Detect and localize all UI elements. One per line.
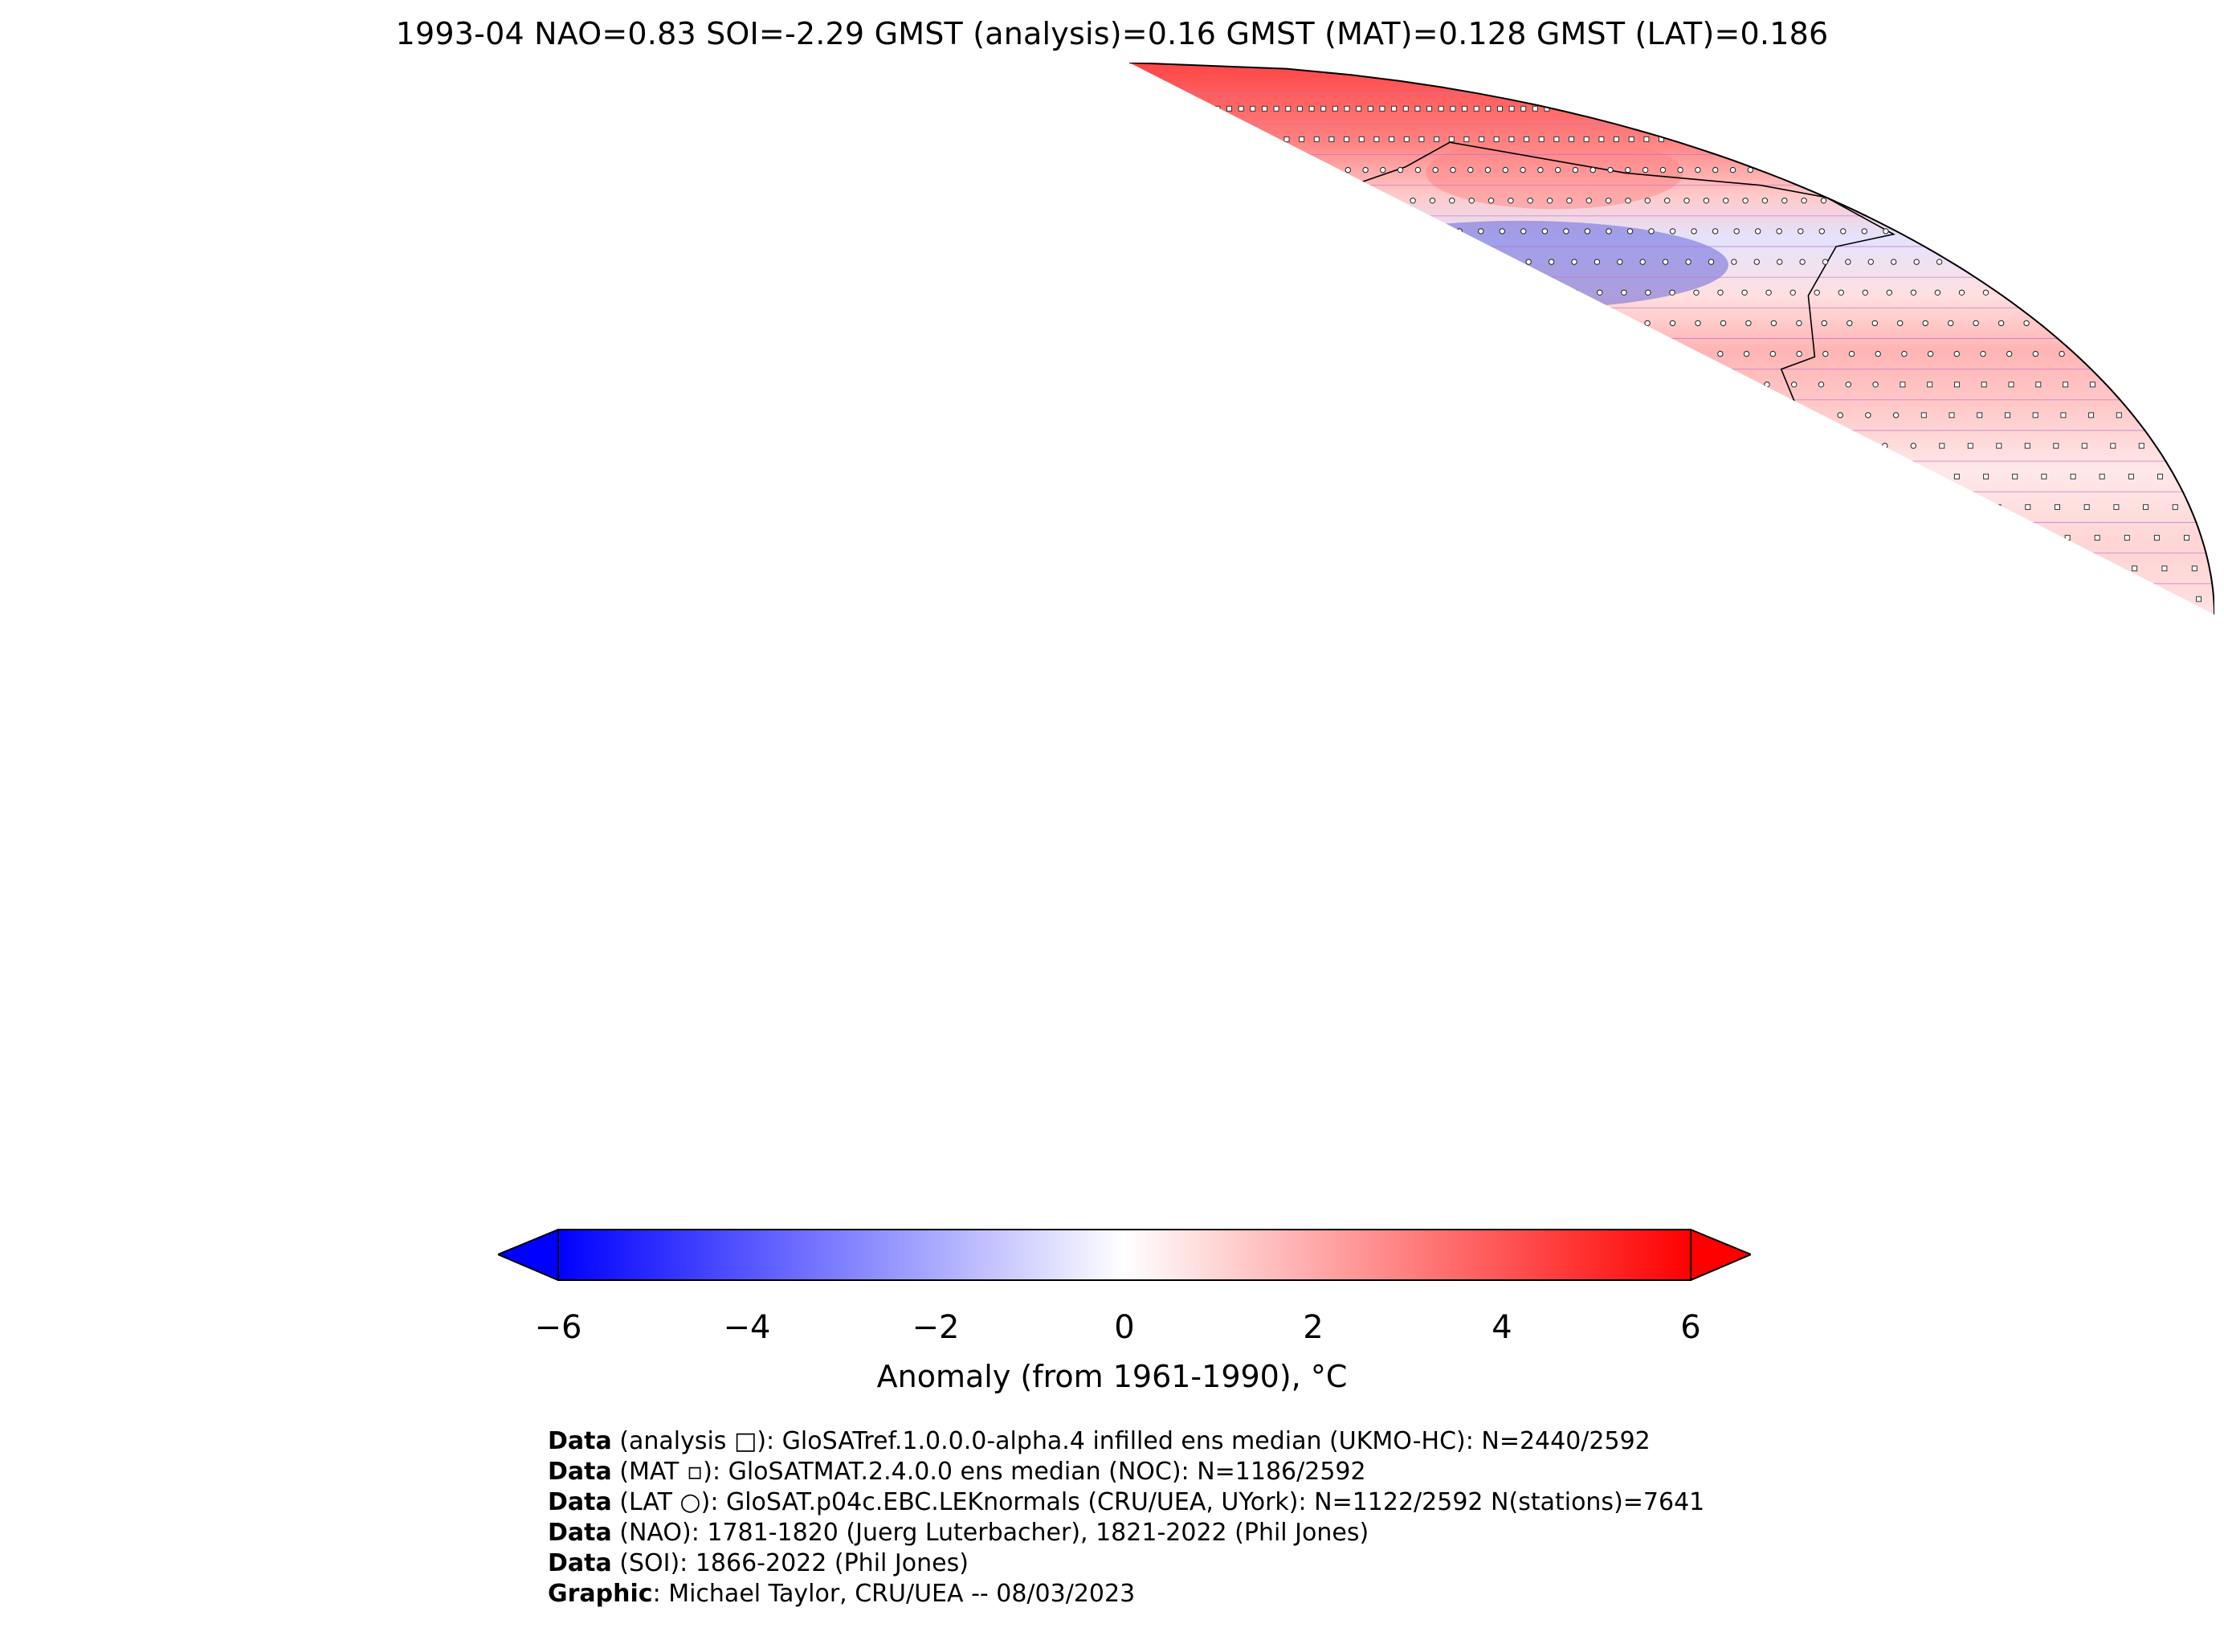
- credit-line: Data (MAT ▫): GloSATMAT.2.4.0.0 ens medi…: [548, 1457, 1704, 1487]
- credit-line: Graphic: Michael Taylor, CRU/UEA -- 08/0…: [548, 1579, 1704, 1609]
- colorbar-gradient: [557, 1229, 1691, 1281]
- credit-text: (LAT ○): GloSAT.p04c.EBC.LEKnormals (CRU…: [611, 1488, 1705, 1516]
- coastline-africa: [1129, 386, 1434, 548]
- credit-line: Data (SOI): 1866-2022 (Phil Jones): [548, 1548, 1704, 1579]
- antarctica-cold-east: [44, 1019, 253, 1067]
- arctic-asia-warm-anomaly: [1426, 137, 1683, 210]
- colorbar-tick-label: 4: [1492, 1309, 1512, 1346]
- credit-label: Graphic: [548, 1580, 653, 1608]
- greenland-cold-anomaly: [831, 153, 1040, 242]
- north-pacific-warm-band: [162, 413, 484, 509]
- colorbar: [498, 1229, 1751, 1281]
- colorbar-tick-label: 6: [1680, 1309, 1701, 1346]
- north-america-cold-anomaly: [498, 309, 755, 454]
- anomaly-regions: [44, 115, 1728, 1067]
- colorbar-max-extend: [1690, 1229, 1751, 1281]
- credit-line: Data (NAO): 1781-1820 (Juerg Luterbacher…: [548, 1518, 1704, 1548]
- coastline-south-america: [650, 553, 828, 614]
- credit-label: Data: [548, 1427, 612, 1455]
- alaska-warm-anomaly: [488, 115, 761, 195]
- credit-line: Data (analysis □): GloSATref.1.0.0.0-alp…: [548, 1426, 1704, 1457]
- colorbar-tick-label: −4: [723, 1309, 771, 1346]
- colorbar-tick-label: 0: [1114, 1309, 1135, 1346]
- anomaly-map-svg: [44, 63, 2214, 1067]
- siberia-cold-anomaly: [1310, 220, 1728, 309]
- credit-text: (analysis □): GloSATref.1.0.0.0-alpha.4 …: [611, 1427, 1651, 1455]
- southern-ocean-cold-west: [44, 969, 205, 1033]
- credit-label: Data: [548, 1488, 612, 1516]
- colorbar-min-extend: [498, 1229, 559, 1281]
- credit-line: Data (LAT ○): GloSAT.p04c.EBC.LEKnormals…: [548, 1487, 1704, 1518]
- europe-warm-anomaly: [1129, 206, 1271, 312]
- credit-label: Data: [548, 1458, 612, 1486]
- australia-warm-anomaly: [44, 718, 141, 830]
- colorbar-tick-label: −6: [534, 1309, 582, 1346]
- credit-text: (NAO): 1781-1820 (Juerg Luterbacher), 18…: [611, 1519, 1369, 1547]
- credit-text: (SOI): 1866-2022 (Phil Jones): [611, 1549, 969, 1577]
- coastline-greenland: [886, 105, 1080, 247]
- credit-label: Data: [548, 1549, 612, 1577]
- credit-text: (MAT ▫): GloSATMAT.2.4.0.0 ens median (N…: [611, 1458, 1366, 1486]
- map-title: 1993-04 NAO=0.83 SOI=-2.29 GMST (analysi…: [395, 16, 1829, 51]
- africa-warm: [44, 619, 108, 732]
- colorbar-tick-label: 2: [1303, 1309, 1324, 1346]
- colorbar-tick-label: −2: [912, 1309, 960, 1346]
- south-america-warm: [44, 651, 116, 763]
- world-map: [44, 63, 2214, 1166]
- credit-text: : Michael Taylor, CRU/UEA -- 08/03/2023: [652, 1580, 1136, 1608]
- data-credits: Data (analysis □): GloSATref.1.0.0.0-alp…: [548, 1426, 1704, 1609]
- credit-label: Data: [548, 1519, 612, 1547]
- map-boundary: [1128, 63, 2214, 615]
- coastline-north-america: [400, 173, 858, 565]
- colorbar-label: Anomaly (from 1961-1990), °C: [876, 1359, 1348, 1394]
